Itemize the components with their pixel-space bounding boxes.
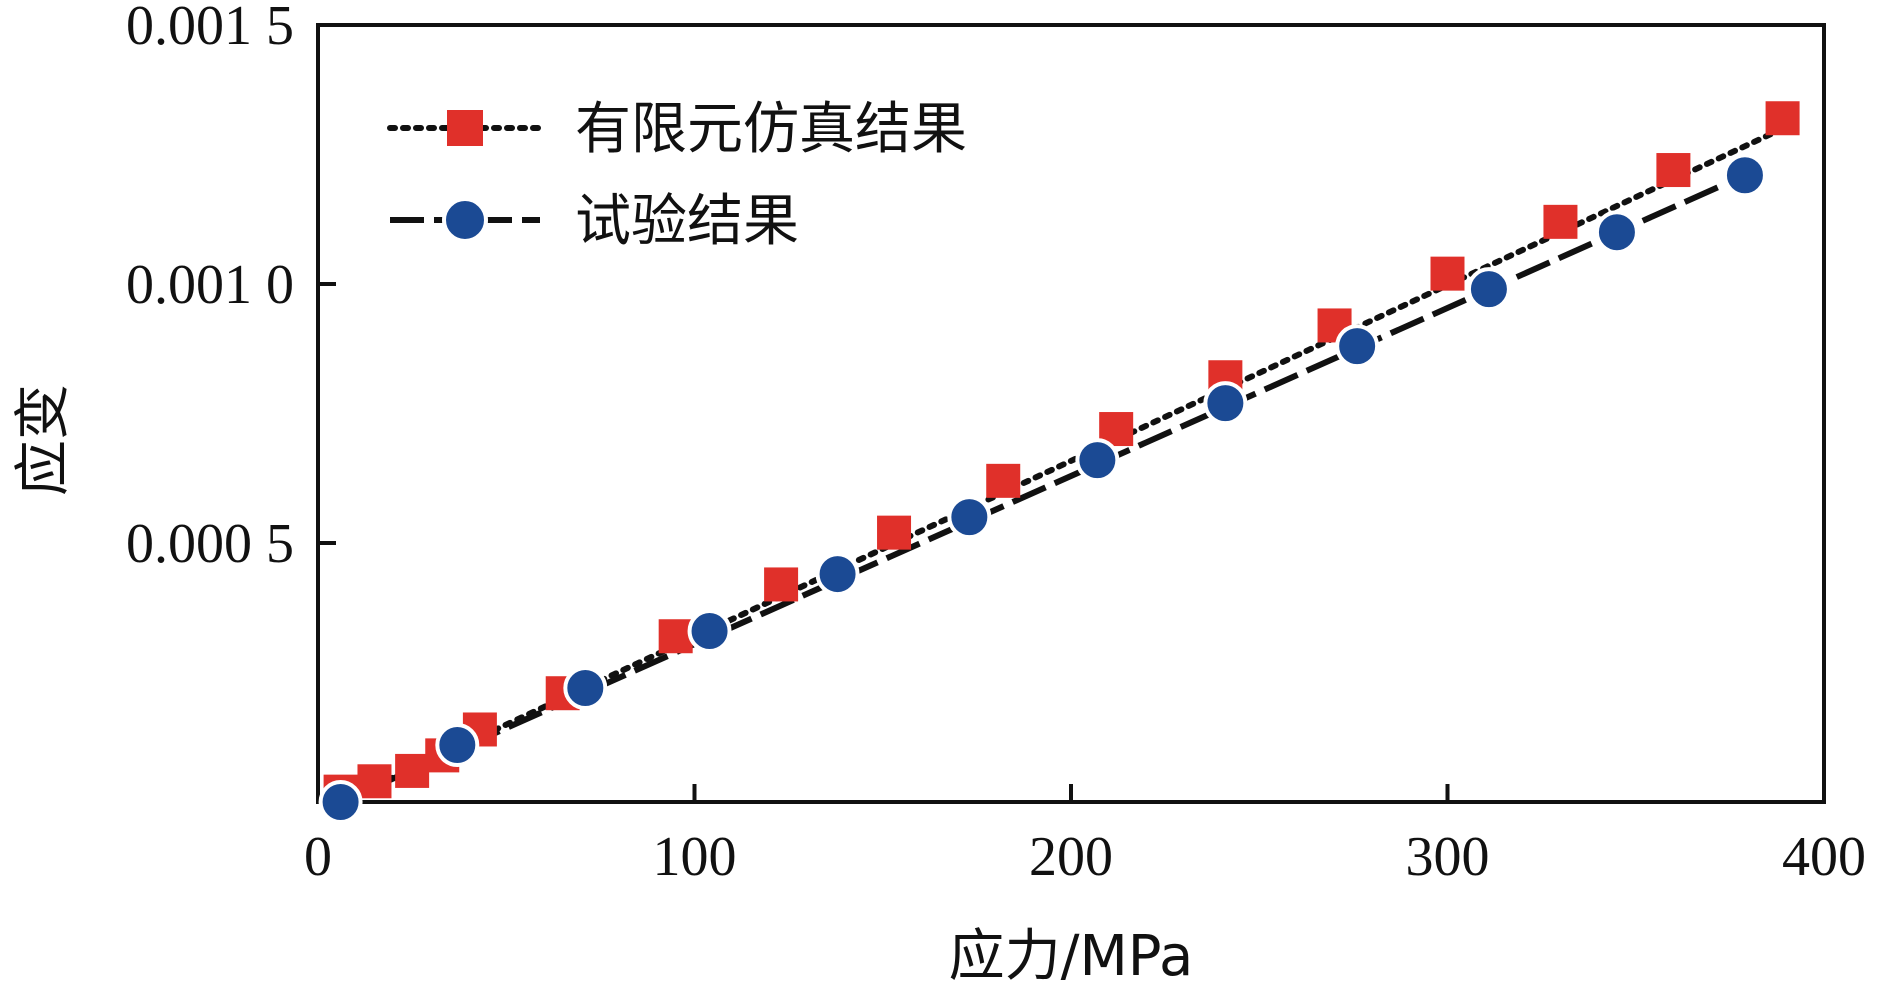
point-1-7 xyxy=(1203,381,1248,426)
point-0-7 xyxy=(764,567,799,602)
point-0-9 xyxy=(986,463,1021,498)
legend-marker-fem xyxy=(447,110,483,146)
point-1-8 xyxy=(1335,324,1380,369)
y-tick-label-2: 0.001 5 xyxy=(126,0,294,57)
x-tick-label-2: 200 xyxy=(1029,826,1113,888)
point-1-4 xyxy=(815,552,860,597)
legend-label-fem: 有限元仿真结果 xyxy=(575,97,967,162)
point-1-2 xyxy=(563,666,608,711)
point-1-3 xyxy=(687,609,732,654)
point-1-0 xyxy=(318,780,363,824)
y-tick-label-0: 0.000 5 xyxy=(126,513,294,575)
x-tick-label-4: 400 xyxy=(1782,826,1866,888)
point-1-5 xyxy=(947,495,992,540)
point-0-16 xyxy=(1765,101,1800,136)
x-tick-label-0: 0 xyxy=(304,826,332,888)
point-0-1 xyxy=(357,764,392,799)
point-1-10 xyxy=(1594,210,1639,255)
legend: 有限元仿真结果 试验结果 xyxy=(387,97,967,254)
x-tick-label-3: 300 xyxy=(1406,826,1490,888)
point-0-8 xyxy=(877,515,912,550)
point-0-2 xyxy=(395,753,430,788)
legend-marker-test xyxy=(442,197,488,243)
point-0-13 xyxy=(1430,256,1465,291)
plot-frame xyxy=(316,23,1826,804)
y-tick-label-1: 0.001 0 xyxy=(126,254,294,316)
x-tick-label-1: 100 xyxy=(653,826,737,888)
point-1-9 xyxy=(1466,267,1511,312)
point-0-15 xyxy=(1656,153,1691,188)
x-axis-title: 应力/MPa xyxy=(949,924,1194,989)
point-0-6 xyxy=(658,619,693,654)
legend-label-test: 试验结果 xyxy=(575,189,799,254)
y-axis-title: 应变 xyxy=(11,384,76,496)
point-1-1 xyxy=(435,723,480,768)
point-0-14 xyxy=(1543,204,1578,239)
point-1-11 xyxy=(1722,153,1767,198)
axis-ticks: 0 100 200 300 400 0.000 5 0.001 0 0.001 5 xyxy=(126,0,1866,888)
series-markers xyxy=(318,101,1800,824)
point-1-6 xyxy=(1075,438,1120,483)
